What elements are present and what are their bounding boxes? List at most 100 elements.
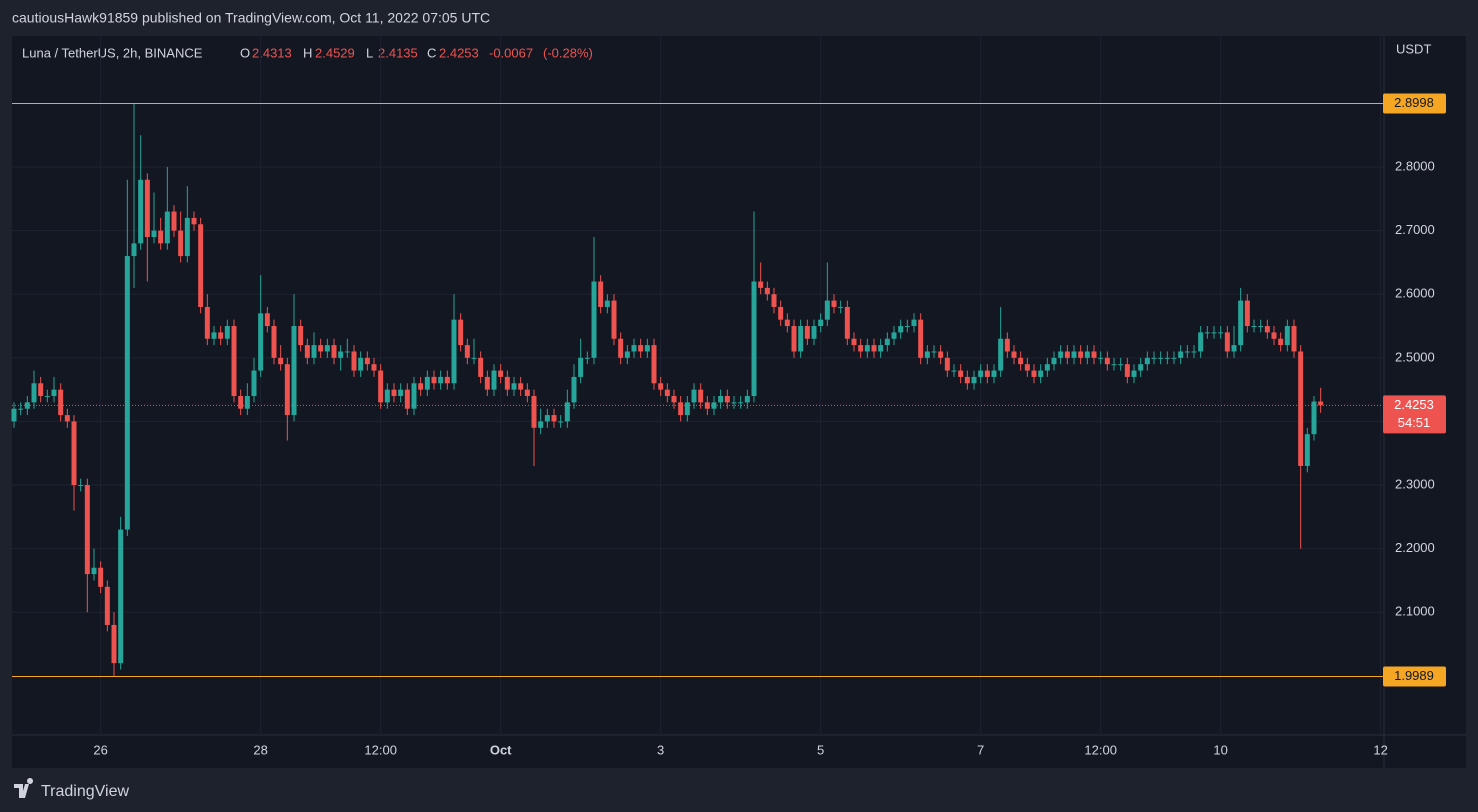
candle-body [331, 345, 337, 358]
candle-body [344, 351, 350, 353]
candle-body [304, 345, 310, 358]
candle-body [238, 395, 244, 409]
level-label-box [1383, 666, 1446, 687]
candle-body [638, 345, 644, 352]
candle-body [258, 313, 264, 371]
candle-body [464, 345, 470, 358]
candle-body [1311, 401, 1317, 435]
x-tick-label: 12 [1373, 742, 1387, 757]
candle-body [971, 376, 977, 384]
candle-body [1238, 300, 1244, 346]
candle-body [518, 383, 524, 390]
level-label: 1.9989 [1394, 668, 1434, 683]
candle-body [538, 421, 544, 428]
candle-body [811, 326, 817, 339]
candle-body [1011, 351, 1017, 358]
last-price-label: 2.4253 [1394, 397, 1434, 412]
candle-body [1291, 326, 1297, 352]
candle-body [458, 319, 464, 346]
change-value: -0.0067 [489, 45, 533, 60]
candle-body [404, 389, 410, 409]
candle-body [504, 376, 510, 390]
logo-icon [14, 777, 34, 798]
candle-body [398, 389, 404, 396]
candle-body [204, 306, 210, 339]
candle-body [431, 376, 437, 384]
candle-body [684, 402, 690, 416]
candle-body [104, 586, 110, 625]
candle-body [351, 351, 357, 371]
candle-body [1144, 357, 1150, 365]
candle-body [424, 376, 430, 390]
candle-body [84, 485, 90, 575]
candle-body [1224, 332, 1230, 352]
candle-body [524, 389, 530, 396]
candle-body [251, 370, 257, 396]
candle-body [571, 376, 577, 403]
ohlc-letter: H [303, 45, 312, 60]
candle-body [1044, 364, 1050, 371]
candle-body [298, 326, 304, 346]
candle-body [418, 383, 424, 390]
candle-body [1078, 351, 1084, 358]
candle-body [184, 217, 190, 257]
candle-body [724, 395, 730, 403]
publish-info: cautiousHawk91859 published on TradingVi… [12, 10, 490, 26]
candle-body [1031, 370, 1037, 377]
candle-body [138, 179, 144, 244]
candle-body [38, 383, 44, 396]
candle-body [878, 345, 884, 352]
candle-body [1171, 357, 1177, 359]
candle-body [1191, 351, 1197, 353]
candle-body [718, 395, 724, 403]
y-tick-label: 2.3000 [1395, 476, 1435, 491]
candle-body [124, 256, 130, 530]
candle-body [284, 364, 290, 416]
candle-body [484, 376, 490, 390]
candle-body [1218, 332, 1224, 334]
candle-body [118, 529, 124, 664]
candle-body [744, 395, 750, 403]
candle-body [691, 389, 697, 403]
legend: Luna / TetherUS, 2h, BINANCE O 2.4313 H 2.4… [22, 45, 593, 60]
candle-body [391, 389, 397, 396]
brand: TradingView [41, 783, 129, 800]
candle-body [18, 408, 24, 410]
candle-body [1058, 351, 1064, 358]
candle-body [1284, 326, 1290, 346]
candle-body [584, 357, 590, 359]
candle-body [1098, 357, 1104, 359]
candle-body [798, 326, 804, 352]
candle-body [951, 370, 957, 372]
candle-body [51, 389, 57, 396]
candle-body [844, 306, 850, 339]
candle-body [891, 332, 897, 339]
ohlc-value: 2.4529 [315, 45, 355, 60]
candle-body [578, 357, 584, 377]
candle-body [291, 326, 297, 416]
x-tick-label: 3 [657, 742, 664, 757]
candle-body [44, 395, 50, 397]
candle-body [98, 567, 104, 587]
candle-body [591, 281, 597, 358]
candle-body [664, 389, 670, 396]
candle-body [91, 567, 97, 575]
candle-body [804, 326, 810, 339]
candle-body [1104, 357, 1110, 365]
footer-logo: TradingView [14, 777, 129, 800]
candle-body [158, 230, 164, 244]
candle-body [1111, 364, 1117, 366]
candle-body [731, 402, 737, 404]
candle-body [911, 319, 917, 327]
y-tick-label: 2.1000 [1395, 604, 1435, 619]
candle-body [144, 179, 150, 237]
candle-body [438, 376, 444, 384]
last-price-box [1383, 395, 1446, 434]
ohlc-value: 2.4253 [439, 45, 479, 60]
x-tick-label: 5 [817, 742, 824, 757]
candle-body [864, 345, 870, 352]
x-tick-label: 10 [1213, 742, 1227, 757]
candle-body [451, 319, 457, 384]
x-tick-label: 28 [253, 742, 267, 757]
